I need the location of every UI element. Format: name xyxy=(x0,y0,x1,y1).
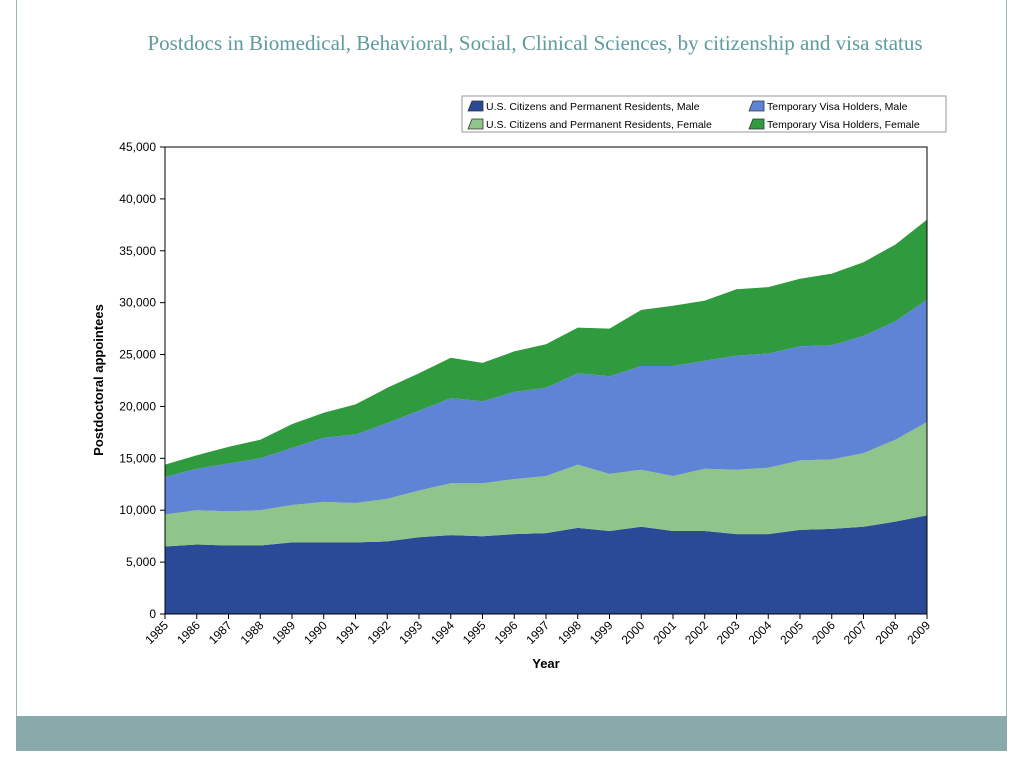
x-tick-label: 1993 xyxy=(396,618,425,647)
x-tick-label: 1989 xyxy=(269,618,298,647)
legend-box xyxy=(461,95,947,133)
x-tick-label: 2004 xyxy=(746,618,775,647)
y-tick-label: 35,000 xyxy=(119,244,156,258)
y-tick-label: 10,000 xyxy=(119,503,156,517)
x-tick-label: 2006 xyxy=(809,618,838,647)
x-tick-label: 2000 xyxy=(619,618,648,647)
legend-label-1: U.S. Citizens and Permanent Residents, M… xyxy=(486,101,700,113)
x-tick-label: 2003 xyxy=(714,618,743,647)
x-tick-label: 1996 xyxy=(492,618,521,647)
x-tick-label: 1998 xyxy=(555,618,584,647)
stacked-area-chart: 0 5,000 10,000 15,000 20,000 25,000 30,000 35,0… xyxy=(91,95,947,671)
area-series-2 xyxy=(165,422,927,547)
x-tick-label: 2002 xyxy=(682,618,711,647)
legend-swatch-1 xyxy=(467,100,484,112)
y-tick-label: 25,000 xyxy=(119,348,156,362)
y-tick-label: 40,000 xyxy=(119,192,156,206)
legend: U.S. Citizens and Permanent Residents, M… xyxy=(461,95,947,133)
slide-frame-right xyxy=(1006,0,1007,751)
x-axis-title: Year xyxy=(532,656,559,671)
x-tick-label: 1997 xyxy=(523,618,552,647)
x-tick-label: 1985 xyxy=(142,618,171,647)
chart-areas xyxy=(165,219,927,614)
y-tick-label: 5,000 xyxy=(126,555,156,569)
legend-swatch-3 xyxy=(748,100,765,112)
y-tick-label: 0 xyxy=(149,607,156,621)
slide-title: Postdocs in Biomedical, Behavioral, Soci… xyxy=(147,31,923,55)
y-axis-title: Postdoctoral appointees xyxy=(91,304,106,456)
legend-swatch-4 xyxy=(748,118,765,130)
x-tick-label: 1995 xyxy=(460,618,489,647)
x-tick-label: 2009 xyxy=(904,618,933,647)
y-tick-label: 30,000 xyxy=(119,296,156,310)
x-tick-label: 1999 xyxy=(587,618,616,647)
x-tick-label: 1992 xyxy=(365,618,394,647)
y-tick-label: 15,000 xyxy=(119,451,156,465)
x-tick-label: 2001 xyxy=(650,618,679,647)
x-tick-label: 1994 xyxy=(428,618,457,647)
x-axis: 1985 1986 1987 1988 1989 1990 1991 1992 1993 1994… xyxy=(142,614,933,647)
x-tick-label: 1991 xyxy=(333,618,362,647)
legend-label-4: Temporary Visa Holders, Female xyxy=(767,119,920,131)
x-tick-label: 1988 xyxy=(238,618,267,647)
x-tick-label: 2007 xyxy=(841,618,870,647)
y-tick-label: 45,000 xyxy=(119,140,156,154)
x-tick-label: 2005 xyxy=(777,618,806,647)
x-tick-label: 1987 xyxy=(206,618,235,647)
slide-frame-left xyxy=(16,0,17,751)
legend-label-2: U.S. Citizens and Permanent Residents, F… xyxy=(486,119,712,131)
legend-label-3: Temporary Visa Holders, Male xyxy=(767,101,908,113)
area-series-1 xyxy=(165,515,927,614)
x-tick-label: 1990 xyxy=(301,618,330,647)
x-tick-label: 2008 xyxy=(873,618,902,647)
y-tick-label: 20,000 xyxy=(119,399,156,413)
legend-swatch-2 xyxy=(467,118,484,130)
y-axis: 0 5,000 10,000 15,000 20,000 25,000 30,000 35,0… xyxy=(119,140,165,621)
slide-footer-bar xyxy=(16,716,1007,751)
area-series-3 xyxy=(165,299,927,515)
x-tick-label: 1986 xyxy=(174,618,203,647)
area-series-4 xyxy=(165,219,927,477)
